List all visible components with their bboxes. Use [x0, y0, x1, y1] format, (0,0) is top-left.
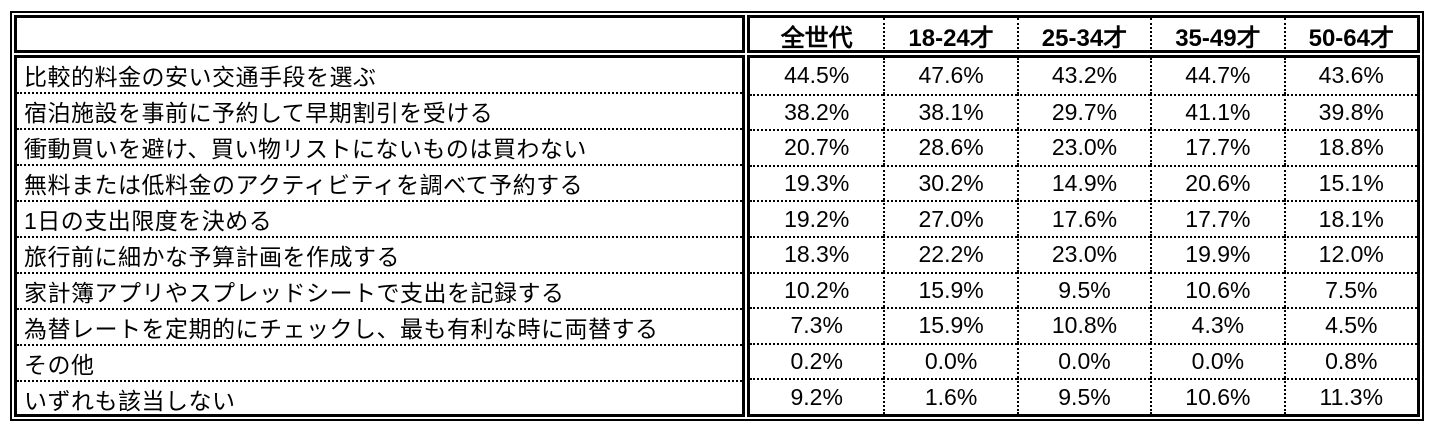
row-label: 旅行前に細かな予算計画を作成する: [17, 236, 742, 272]
data-cell: 19.2%: [750, 200, 884, 236]
data-cell: 44.5%: [784, 62, 850, 89]
column-header: 35-49才: [1150, 18, 1283, 50]
row-label: 宿泊施設を事前に予約して早期割引を受ける: [17, 92, 742, 128]
data-cell: 19.3%: [750, 164, 884, 201]
row-label: 為替レートを定期的にチェックし、最も有利な時に両替する: [17, 308, 742, 344]
data-cell: 38.1%: [883, 93, 1017, 130]
data-cell: 11.3%: [1283, 378, 1417, 414]
row-label: 家計簿アプリやスプレッドシートで支出を記録する: [17, 272, 742, 308]
data-cell: 10.8%: [1016, 307, 1151, 343]
data-cell: 4.3%: [1150, 307, 1284, 343]
data-cell: 15.9%: [883, 307, 1017, 343]
row-label: その他: [17, 344, 742, 380]
column-header: 全世代: [780, 25, 853, 52]
data-cell: 15.1%: [1283, 164, 1417, 201]
data-cell: 28.6%: [883, 129, 1017, 165]
data-cell: 19.9%: [1150, 235, 1284, 272]
row-label: いずれも該当しない: [17, 380, 742, 414]
data-cell: 41.1%: [1150, 93, 1284, 130]
row-label: 1日の支出限度を決める: [17, 200, 742, 236]
data-cell: 43.2%: [1016, 58, 1150, 94]
data-cell: 9.5%: [1016, 378, 1151, 414]
data-cell: 0.0%: [1016, 342, 1151, 379]
column-header: 50-64才: [1283, 18, 1417, 50]
data-cell: 18.8%: [1283, 129, 1417, 165]
data-cell: 18.3%: [750, 235, 884, 272]
data-cell: 7.5%: [1283, 271, 1417, 308]
data-cell: 17.7%: [1150, 129, 1284, 165]
data-cell: 30.2%: [883, 164, 1017, 201]
data-cell: 10.6%: [1150, 378, 1284, 414]
data-cell: 39.8%: [1283, 93, 1417, 130]
data-cell: 17.6%: [1016, 200, 1151, 236]
data-cell: 0.8%: [1283, 342, 1417, 379]
header-row: 全世代 18-24才 25-34才 35-49才 50-64才: [747, 15, 1420, 53]
data-cell: 9.2%: [750, 378, 884, 414]
data-cell: 14.9%: [1016, 164, 1151, 201]
data-cell: 29.7%: [1016, 93, 1151, 130]
row-label: 無料または低料金のアクティビティを調べて予約する: [17, 164, 742, 200]
data-cell: 47.6%: [883, 58, 1016, 94]
row-label-column: 比較的料金の安い交通手段を選ぶ 宿泊施設を事前に予約して早期割引を受ける 衝動買いを…: [14, 55, 745, 417]
data-cell: 15.9%: [883, 271, 1017, 308]
data-cell: 38.2%: [750, 93, 884, 130]
data-cell: 12.0%: [1283, 235, 1417, 272]
data-cell: 10.2%: [750, 271, 884, 308]
column-header: 18-24才: [883, 18, 1016, 50]
row-label: 比較的料金の安い交通手段を選ぶ: [24, 64, 377, 90]
data-cell: 1.6%: [883, 378, 1017, 414]
data-cell: 18.1%: [1283, 200, 1417, 236]
data-cell: 9.5%: [1016, 271, 1151, 308]
column-header: 25-34才: [1016, 18, 1150, 50]
data-cell: 20.7%: [750, 129, 884, 165]
survey-results-table: 全世代 18-24才 25-34才 35-49才 50-64才 比較的料金の安い交通手段…: [10, 11, 1424, 421]
data-cell: 22.2%: [883, 235, 1017, 272]
data-cell: 7.3%: [750, 307, 884, 343]
data-cell: 27.0%: [883, 200, 1017, 236]
data-cell: 20.6%: [1150, 164, 1284, 201]
corner-cell: [14, 15, 745, 53]
data-cell: 44.7%: [1150, 58, 1283, 94]
data-cell: 43.6%: [1283, 58, 1417, 94]
data-cell: 23.0%: [1016, 235, 1151, 272]
data-cell: 17.7%: [1150, 200, 1284, 236]
data-cell: 0.0%: [883, 342, 1017, 379]
data-grid: 44.5% 47.6% 43.2% 44.7% 43.6% 38.2% 38.1% 29.7%…: [747, 55, 1420, 417]
data-cell: 0.0%: [1150, 342, 1284, 379]
table-grid: 全世代 18-24才 25-34才 35-49才 50-64才 比較的料金の安い交通手段…: [14, 15, 1420, 417]
row-label: 衝動買いを避け、買い物リストにないものは買わない: [17, 128, 742, 164]
data-cell: 0.2%: [750, 342, 884, 379]
data-cell: 4.5%: [1283, 307, 1417, 343]
data-cell: 10.6%: [1150, 271, 1284, 308]
data-cell: 23.0%: [1016, 129, 1151, 165]
